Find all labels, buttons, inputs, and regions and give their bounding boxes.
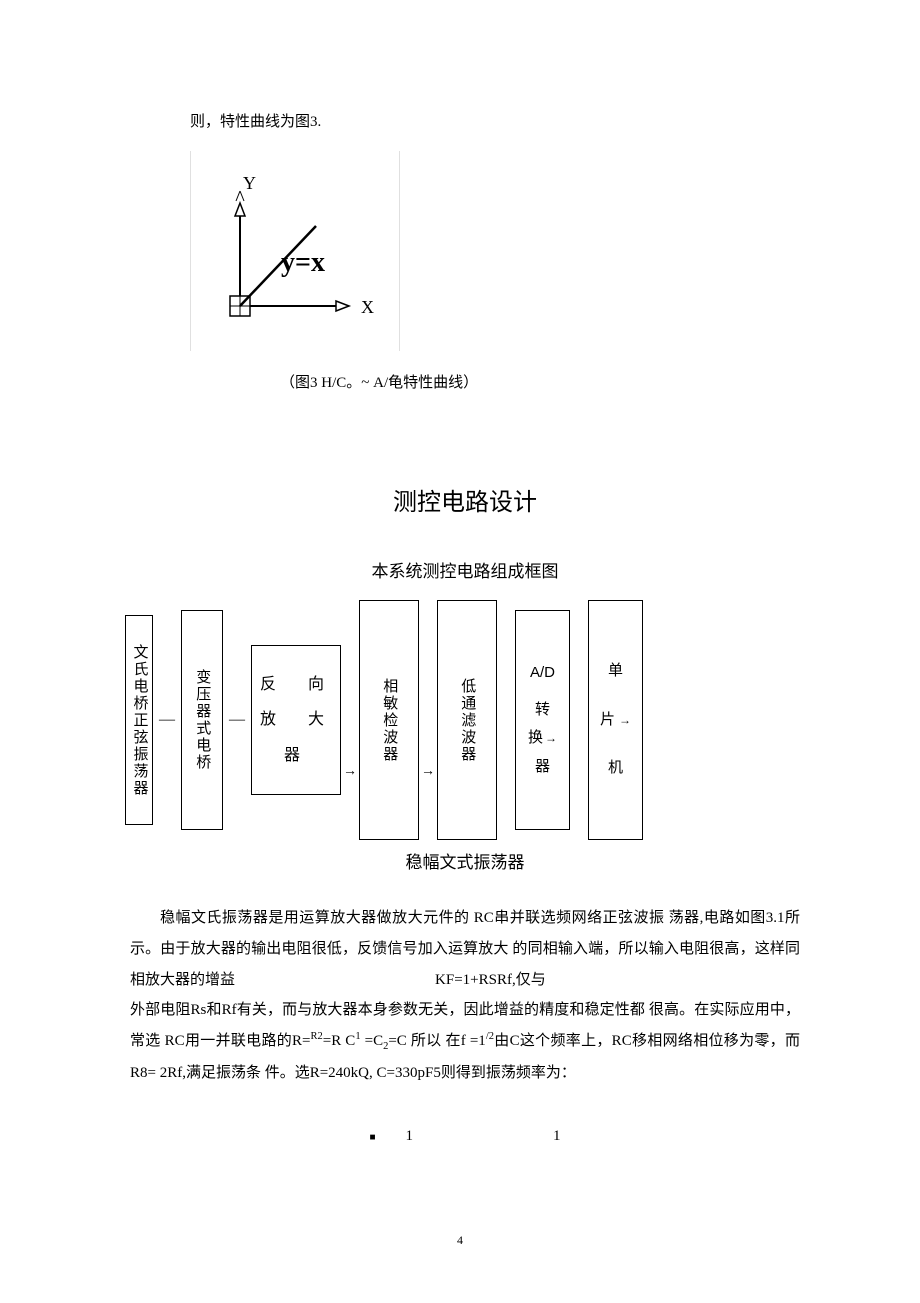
figure-3-caption: （图3 H/C。~ A/龟特性曲线）	[280, 371, 800, 392]
y-axis-label: Y	[243, 173, 256, 193]
yx-chart: Y y=x X	[216, 171, 386, 336]
block-wien-oscillator: 文氏电桥正弦振荡器	[125, 615, 153, 825]
figure-3-plot: Y y=x X	[190, 151, 400, 351]
arrow-icon: →	[341, 764, 359, 780]
intro-text: 则，特性曲线为图3.	[190, 110, 800, 131]
arrow-icon: →	[419, 764, 437, 780]
diagram-subtitle: 本系统测控电路组成框图	[130, 557, 800, 582]
x-axis-label: X	[361, 297, 374, 317]
formula-row: ■1 1	[130, 1128, 800, 1145]
section-title: 测控电路设计	[130, 482, 800, 517]
arrow-icon: →	[545, 727, 557, 750]
figure-3: Y y=x X （图3 H/C。~ A/龟特性曲线）	[190, 151, 800, 392]
diagram-caption: 稳幅文式振荡器	[130, 848, 800, 873]
block-inverting-amp: 反 向 放 大 器	[251, 645, 341, 795]
block-phase-detector: 相敏检波器	[359, 600, 419, 840]
connector-dash: —	[153, 711, 181, 729]
equation-label: y=x	[281, 247, 325, 278]
block-transformer-bridge: 变压器式电桥	[181, 610, 223, 830]
connector-dash: —	[223, 711, 251, 729]
page-number: 4	[0, 1233, 920, 1248]
block-lowpass-filter: 低通滤波器	[437, 600, 497, 840]
arrow-icon: →	[619, 709, 631, 732]
block-diagram: 文氏电桥正弦振荡器 — 变压器式电桥 — 反 向 放 大 器 → 相敏检波器 →…	[125, 600, 800, 840]
block-ad-converter: A/D 转 换→ 器	[515, 610, 570, 830]
block-mcu: 单 片→ 机	[588, 600, 643, 840]
body-paragraph: 稳幅文氏振荡器是用运算放大器做放大元件的 RC串并联选频网络正弦波振 荡器,电路…	[130, 903, 800, 1088]
